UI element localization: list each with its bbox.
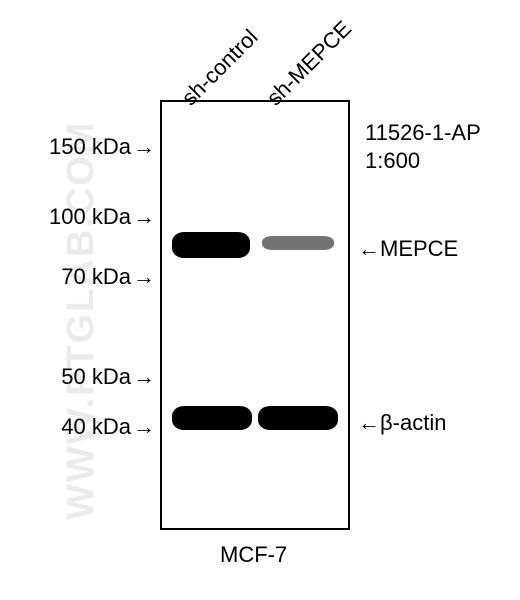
mw-marker: 50 kDa→ bbox=[61, 364, 155, 390]
arrow-right-icon: → bbox=[133, 364, 155, 390]
cell-line-label: MCF-7 bbox=[220, 542, 287, 568]
mw-marker-value: 70 kDa bbox=[61, 264, 131, 289]
mw-marker-value: 100 kDa bbox=[49, 204, 131, 229]
lane-label: sh-control bbox=[177, 24, 264, 111]
arrow-right-icon: → bbox=[133, 414, 155, 440]
blot-membrane bbox=[160, 100, 350, 530]
arrow-right-icon: → bbox=[133, 204, 155, 230]
band-label-bactin: ←β-actin bbox=[358, 410, 446, 436]
band-mepce-knockdown bbox=[262, 236, 334, 250]
band-label-mepce: ←MEPCE bbox=[358, 236, 458, 262]
mw-marker: 40 kDa→ bbox=[61, 414, 155, 440]
mw-marker-value: 150 kDa bbox=[49, 134, 131, 159]
mw-marker-value: 50 kDa bbox=[61, 364, 131, 389]
band-bactin-knockdown bbox=[258, 406, 338, 430]
arrow-right-icon: → bbox=[133, 264, 155, 290]
watermark-text: WWW.PTGLAB.COM bbox=[60, 121, 103, 520]
mw-marker: 150 kDa→ bbox=[49, 134, 155, 160]
antibody-id: 11526-1-AP bbox=[365, 120, 481, 146]
band-mepce-control bbox=[172, 232, 250, 258]
mw-marker-value: 40 kDa bbox=[61, 414, 131, 439]
mw-marker: 100 kDa→ bbox=[49, 204, 155, 230]
mw-marker: 70 kDa→ bbox=[61, 264, 155, 290]
dilution-ratio: 1:600 bbox=[365, 148, 420, 174]
lane-label: sh-MEPCE bbox=[262, 16, 357, 111]
arrow-right-icon: → bbox=[133, 134, 155, 160]
band-bactin-control bbox=[172, 406, 252, 430]
